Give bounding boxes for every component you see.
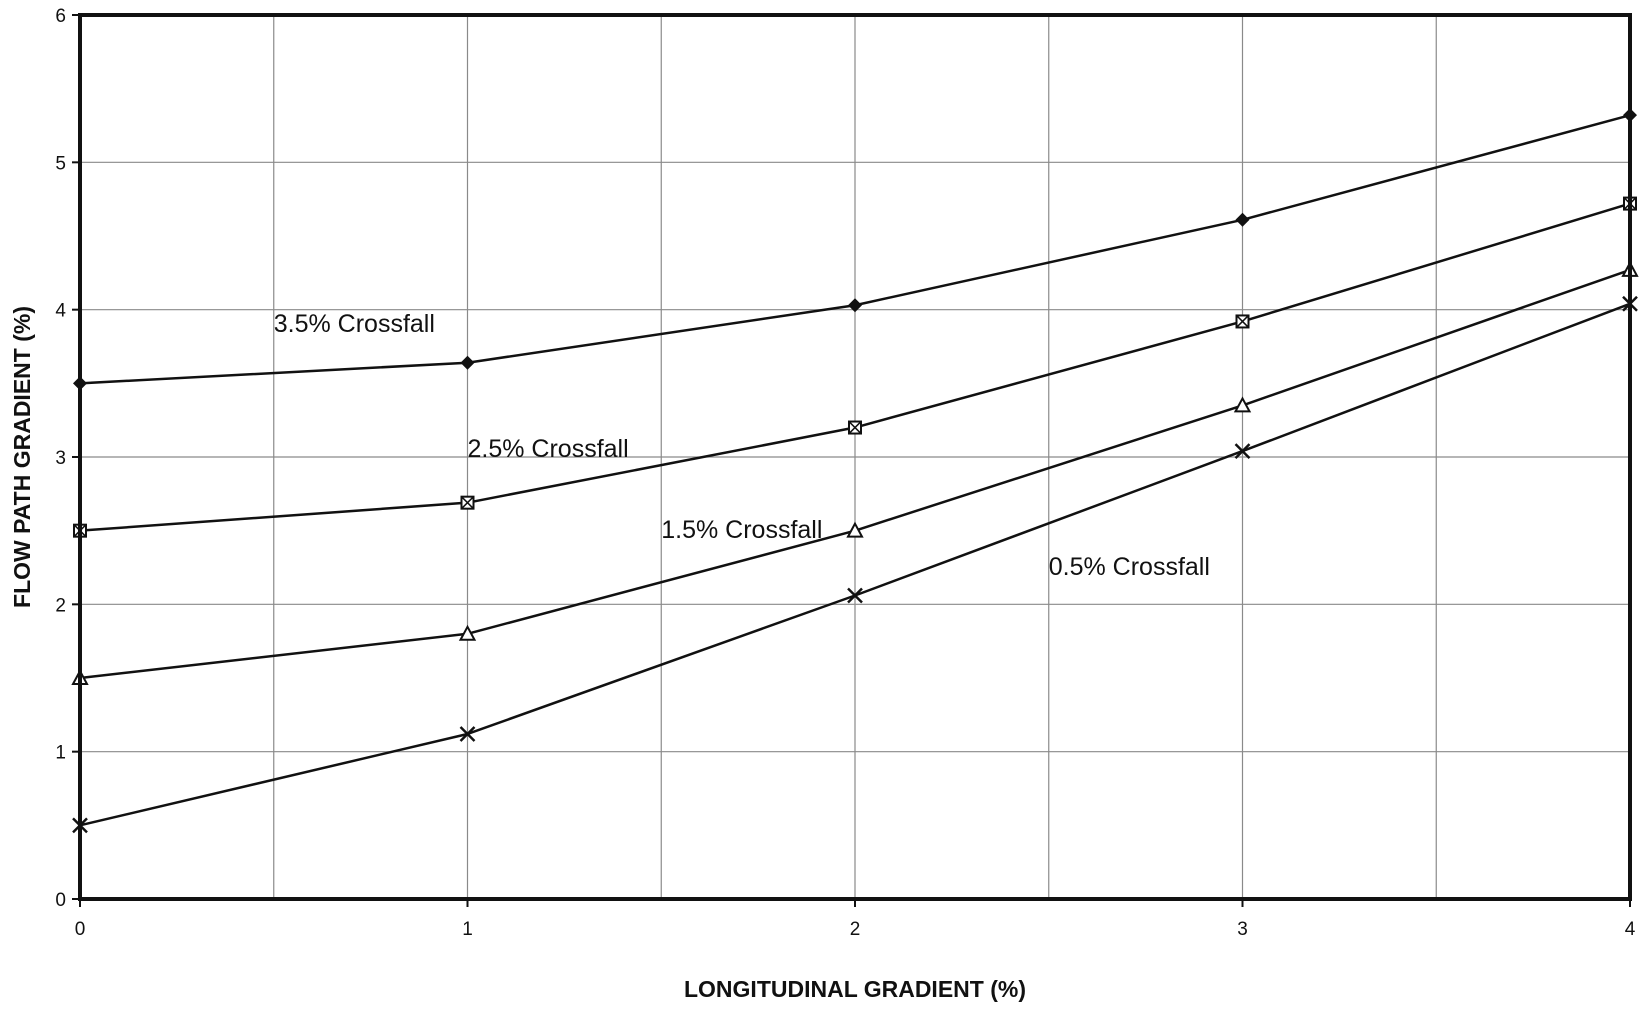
x-tick-label: 0 [75, 919, 86, 940]
data-point-diamond [460, 355, 475, 370]
series-label: 0.5% Crossfall [1049, 553, 1210, 581]
series-labels: 3.5% Crossfall 2.5% Crossfall 1.5% Crossfa… [274, 310, 1210, 581]
x-tick-label: 2 [850, 919, 861, 940]
x-axis-title: LONGITUDINAL GRADIENT (%) [684, 976, 1026, 1002]
x-tick-label: 3 [1237, 919, 1248, 940]
data-point-diamond [1235, 212, 1250, 227]
data-point-diamond [848, 298, 862, 313]
y-tick-label: 0 [55, 890, 66, 911]
series-label: 3.5% Crossfall [274, 310, 435, 338]
y-tick-label: 3 [55, 448, 66, 469]
y-tick-label: 1 [55, 743, 66, 764]
x-tick-label: 1 [462, 919, 473, 940]
y-tick-label: 5 [55, 153, 66, 174]
series-label: 2.5% Crossfall [468, 435, 629, 463]
series-1 [73, 196, 1637, 538]
data-point-x [847, 587, 863, 604]
series-3 [72, 295, 1638, 834]
data-point-square [460, 495, 475, 510]
x-tick-label: 4 [1625, 919, 1636, 940]
data-point-x [459, 726, 476, 742]
series-label: 1.5% Crossfall [661, 516, 822, 544]
y-axis-title: FLOW PATH GRADIENT (%) [9, 306, 35, 608]
data-point-triangle [458, 624, 477, 641]
data-point-x [1234, 443, 1251, 459]
data-point-square [848, 420, 862, 435]
series-2 [71, 260, 1639, 685]
y-tick-label: 2 [55, 595, 66, 616]
y-tick-label: 4 [55, 301, 66, 322]
y-tick-label: 6 [55, 6, 66, 27]
data-point-square [1235, 314, 1250, 329]
series-layer [71, 108, 1639, 834]
data-point-triangle [846, 521, 864, 538]
tick-labels: 0 1 2 3 4 5 6 0 1 2 3 4 [55, 6, 1635, 940]
data-point-triangle [1233, 396, 1252, 413]
